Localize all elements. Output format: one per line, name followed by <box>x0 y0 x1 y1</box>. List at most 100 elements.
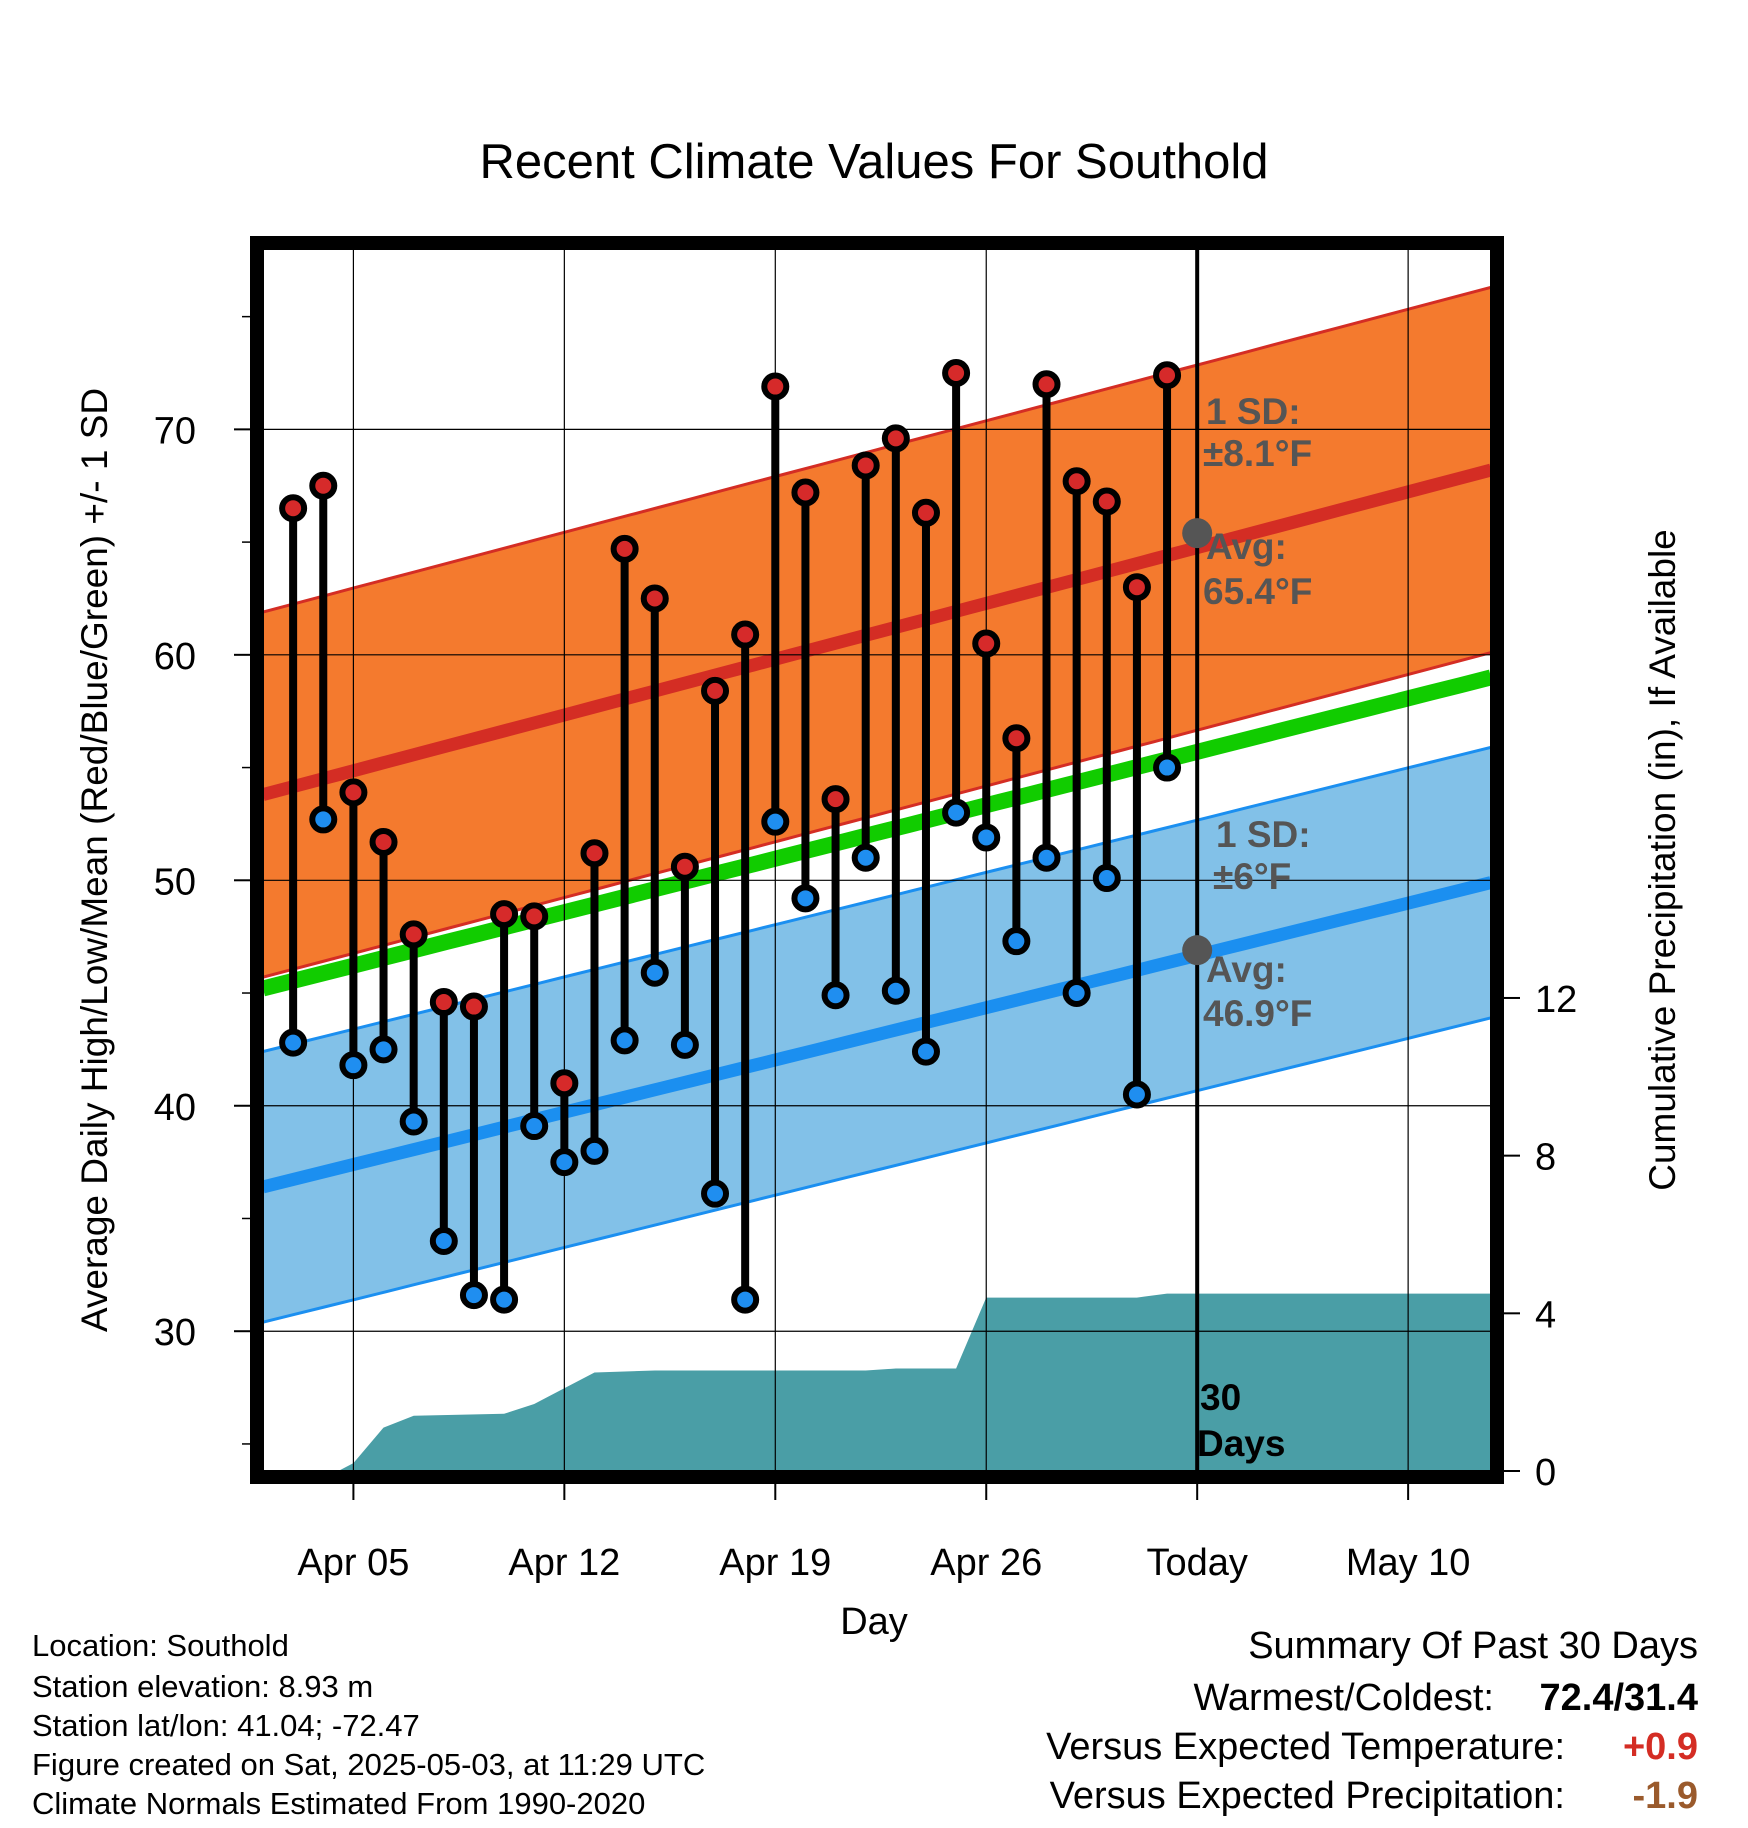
daily-high-point <box>1122 573 1151 602</box>
daily-low-point <box>520 1112 549 1141</box>
info-elevation: Station elevation: 8.93 m <box>32 1669 373 1704</box>
high-avg-marker <box>1182 518 1213 549</box>
daily-low-point <box>911 1037 940 1066</box>
normal-low-line <box>263 876 1491 1194</box>
daily-low-point <box>1153 753 1182 782</box>
daily-low-point <box>821 981 850 1010</box>
daily-high-point <box>580 839 609 868</box>
daily-low-point <box>1062 979 1091 1008</box>
daily-low-point <box>851 843 880 872</box>
daily-high-point <box>1032 370 1061 399</box>
daily-high-point <box>610 534 639 563</box>
daily-high-point <box>550 1069 579 1098</box>
daily-low-point <box>1032 843 1061 872</box>
daily-high-point <box>339 778 368 807</box>
daily-low-point <box>429 1227 458 1256</box>
daily-low-point <box>942 798 971 827</box>
low-avg-value: 46.9°F <box>1203 993 1312 1034</box>
daily-high-point <box>1002 724 1031 753</box>
info-latlon: Station lat/lon: 41.04; -72.47 <box>32 1708 420 1743</box>
daily-low-point <box>972 823 1001 852</box>
precip-area <box>263 1293 1491 1471</box>
daily-low-point <box>339 1051 368 1080</box>
high-avg-label: Avg: <box>1206 526 1287 567</box>
y-right-tick-label: 4 <box>1535 1294 1556 1336</box>
y-tick-label: 40 <box>154 1087 196 1129</box>
y-right-tick-label: 0 <box>1535 1452 1556 1494</box>
daily-low-point <box>459 1281 488 1310</box>
daily-high-point <box>942 359 971 388</box>
x-tick-label: Today <box>1146 1542 1247 1584</box>
band-annotations: 1 SD: ±8.1°F Avg: 65.4°F 1 SD: ±6°F Avg:… <box>1203 391 1312 1034</box>
low-sd-label: 1 SD: <box>1216 814 1311 855</box>
days-word: Days <box>1197 1423 1285 1464</box>
daily-high-point <box>911 498 940 527</box>
warmest-coldest-value: 72.4/31.4 <box>1540 1677 1698 1719</box>
daily-high-point <box>1092 487 1121 516</box>
daily-high-point <box>851 451 880 480</box>
daily-high-point <box>459 992 488 1021</box>
daily-high-point <box>429 988 458 1017</box>
summary-title: Summary Of Past 30 Days <box>1248 1625 1698 1667</box>
daily-low-point <box>881 976 910 1005</box>
low-avg-marker <box>1182 935 1213 966</box>
y-tick-label: 50 <box>154 861 196 903</box>
days-count: 30 <box>1200 1377 1241 1418</box>
y-right-tick-label: 12 <box>1535 979 1577 1021</box>
precip-vs-expected-value: -1.9 <box>1633 1775 1698 1817</box>
daily-high-point <box>1153 361 1182 390</box>
daily-low-point <box>731 1285 760 1314</box>
station-info: Location: Southold Station elevation: 8.… <box>32 1628 705 1821</box>
daily-low-point <box>610 1026 639 1055</box>
warmest-coldest-label: Warmest/Coldest: <box>1193 1677 1494 1719</box>
info-created: Figure created on Sat, 2025-05-03, at 11… <box>32 1747 705 1782</box>
temp-vs-expected-value: +0.9 <box>1623 1726 1698 1768</box>
daily-high-point <box>279 494 308 523</box>
chart-title: Recent Climate Values For Southold <box>480 135 1269 189</box>
temp-vs-expected-label: Versus Expected Temperature: <box>1046 1726 1565 1768</box>
normal-high-line <box>263 463 1491 801</box>
plot-frame <box>250 236 1504 1484</box>
high-sd-value: ±8.1°F <box>1203 433 1312 474</box>
high-sd-upper-edge <box>263 285 1491 614</box>
x-axis-label: Day <box>840 1601 908 1643</box>
daily-low-point <box>1092 864 1121 893</box>
y-tick-label: 30 <box>154 1312 196 1354</box>
daily-low-point <box>309 805 338 834</box>
plot-area <box>263 285 1491 1471</box>
x-tick-label: May 10 <box>1346 1542 1471 1584</box>
daily-low-point <box>701 1179 730 1208</box>
info-normals: Climate Normals Estimated From 1990-2020 <box>32 1786 645 1821</box>
low-avg-label: Avg: <box>1206 949 1287 990</box>
normal-mean-line <box>263 669 1491 997</box>
daily-low-point <box>550 1148 579 1177</box>
high-sd-label: 1 SD: <box>1206 391 1301 432</box>
high-sd-lower-edge <box>263 651 1491 979</box>
x-tick-label: Apr 12 <box>508 1542 620 1584</box>
daily-low-point <box>1002 927 1031 956</box>
precip-vs-expected-label: Versus Expected Precipitation: <box>1050 1775 1565 1817</box>
daily-high-point <box>309 471 338 500</box>
daily-low-point <box>369 1035 398 1064</box>
x-tick-label: Apr 05 <box>297 1542 409 1584</box>
y-right-tick-label: 8 <box>1535 1137 1556 1179</box>
daily-high-point <box>791 478 820 507</box>
y-tick-label: 60 <box>154 636 196 678</box>
daily-high-point <box>1062 467 1091 496</box>
daily-high-point <box>490 900 519 929</box>
daily-high-point <box>369 827 398 856</box>
daily-low-point <box>580 1136 609 1165</box>
daily-high-point <box>670 852 699 881</box>
days-label: 30 Days <box>1197 1377 1285 1464</box>
daily-low-point <box>791 884 820 913</box>
low-sd-lower-edge <box>263 1016 1491 1324</box>
daily-low-point <box>490 1285 519 1314</box>
daily-low-point <box>761 807 790 836</box>
x-tick-label: Apr 19 <box>719 1542 831 1584</box>
axes: Apr 05 Apr 12 Apr 19 Apr 26 Today May 1030405… <box>154 315 1577 1584</box>
daily-high-point <box>821 785 850 814</box>
daily-data <box>279 359 1182 1314</box>
low-sd-value: ±6°F <box>1213 856 1291 897</box>
y-axis-right-label: Cumulative Precipitation (in), If Availa… <box>1642 529 1683 1191</box>
